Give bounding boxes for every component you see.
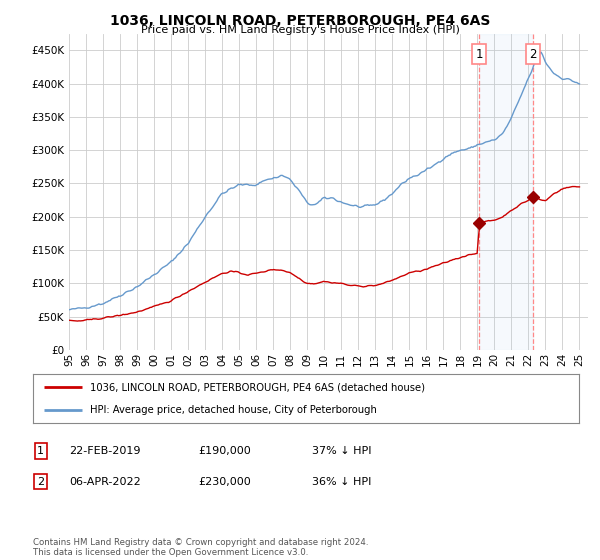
- Text: 2: 2: [529, 48, 537, 60]
- Text: 1: 1: [37, 446, 44, 456]
- Text: 36% ↓ HPI: 36% ↓ HPI: [312, 477, 371, 487]
- Text: 37% ↓ HPI: 37% ↓ HPI: [312, 446, 371, 456]
- Text: 22-FEB-2019: 22-FEB-2019: [69, 446, 140, 456]
- Bar: [479, 34, 533, 350]
- Text: 1036, LINCOLN ROAD, PETERBOROUGH, PE4 6AS: 1036, LINCOLN ROAD, PETERBOROUGH, PE4 6A…: [110, 14, 490, 28]
- Text: £190,000: £190,000: [198, 446, 251, 456]
- Text: £230,000: £230,000: [198, 477, 251, 487]
- Text: 1036, LINCOLN ROAD, PETERBOROUGH, PE4 6AS (detached house): 1036, LINCOLN ROAD, PETERBOROUGH, PE4 6A…: [91, 382, 425, 393]
- Text: 06-APR-2022: 06-APR-2022: [69, 477, 141, 487]
- Text: HPI: Average price, detached house, City of Peterborough: HPI: Average price, detached house, City…: [91, 405, 377, 416]
- Text: Price paid vs. HM Land Registry's House Price Index (HPI): Price paid vs. HM Land Registry's House …: [140, 25, 460, 35]
- Text: 2: 2: [37, 477, 44, 487]
- Text: Contains HM Land Registry data © Crown copyright and database right 2024.
This d: Contains HM Land Registry data © Crown c…: [33, 538, 368, 557]
- Text: 1: 1: [476, 48, 483, 60]
